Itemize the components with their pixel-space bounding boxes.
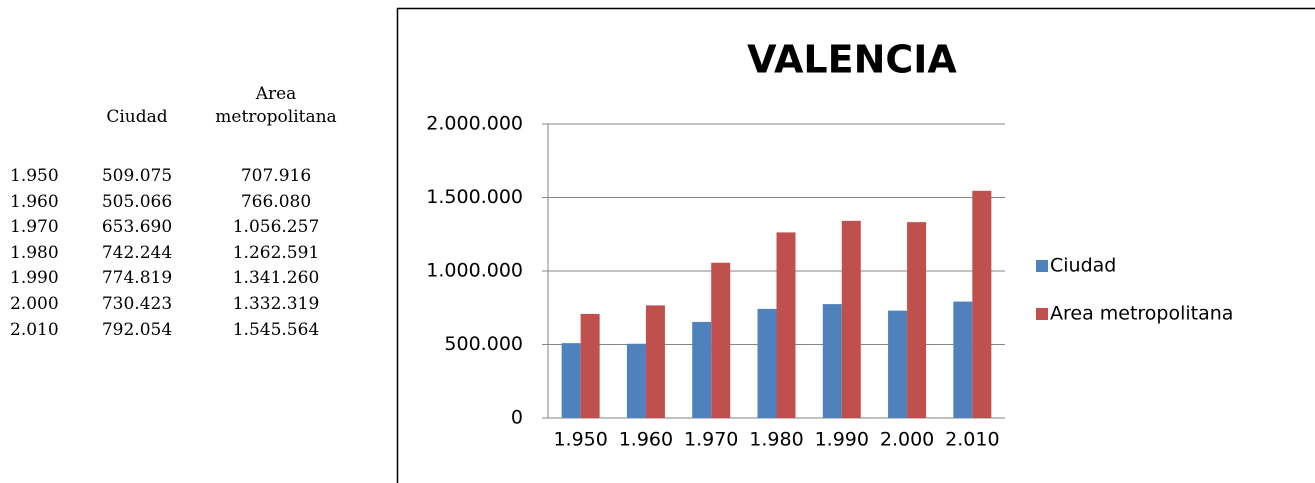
- row-label: 1.960: [10, 191, 59, 212]
- bar: [953, 301, 973, 418]
- bar: [822, 304, 842, 418]
- bar: [711, 262, 731, 418]
- legend-label: Ciudad: [1050, 255, 1116, 277]
- bar: [972, 190, 992, 418]
- table-cell: 707.916: [240, 166, 312, 186]
- bar: [580, 313, 600, 418]
- legend-swatch: [1036, 308, 1048, 320]
- x-tick-label: 1.970: [684, 429, 738, 451]
- bar: [757, 308, 777, 418]
- x-tick-label: 2.000: [880, 429, 934, 451]
- table-cell: 742.244: [101, 242, 173, 263]
- y-tick-label: 500.000: [444, 333, 523, 355]
- row-label: 1.990: [10, 268, 59, 289]
- table-cell: 1.056.257: [232, 217, 320, 238]
- x-tick-label: 1.950: [553, 429, 607, 451]
- table-cell: 792.054: [101, 319, 173, 340]
- bar: [841, 220, 861, 418]
- legend-label: Area metropolitana: [1050, 303, 1233, 325]
- x-tick-label: 1.960: [619, 429, 673, 451]
- row-label: 2.010: [10, 319, 59, 340]
- table-cell: 774.819: [101, 268, 173, 289]
- legend-swatch: [1036, 260, 1048, 272]
- y-tick-label: 1.000.000: [426, 260, 523, 282]
- table-cell: 1.341.260: [232, 268, 320, 289]
- row-label: 2.000: [10, 294, 59, 314]
- table-cell: 730.423: [101, 294, 173, 314]
- table-cell: 1.262.591: [232, 242, 320, 263]
- chart-title: VALENCIA: [747, 38, 957, 82]
- table-cell: 766.080: [240, 191, 312, 212]
- y-tick-label: 0: [511, 407, 523, 429]
- bar: [907, 222, 927, 418]
- table-cell: 1.545.564: [232, 319, 320, 340]
- x-tick-label: 2.010: [945, 429, 999, 451]
- x-tick-label: 1.990: [815, 429, 869, 451]
- bar: [561, 343, 581, 418]
- bar: [776, 232, 796, 418]
- bar: [888, 310, 908, 418]
- row-label: 1.980: [10, 242, 59, 263]
- row-label: 1.950: [10, 166, 59, 186]
- table-cell: 1.332.319: [232, 294, 320, 314]
- column-header: Area metropolitana: [215, 84, 337, 127]
- y-tick-label: 2.000.000: [426, 113, 523, 135]
- column-header: Ciudad: [106, 107, 168, 127]
- bar: [692, 321, 712, 418]
- table-cell: 653.690: [101, 217, 173, 238]
- bar: [626, 343, 646, 418]
- y-tick-label: 1.500.000: [426, 186, 523, 208]
- table-cell: 505.066: [101, 191, 173, 212]
- x-tick-label: 1.980: [749, 429, 803, 451]
- bar: [645, 305, 665, 418]
- table-cell: 509.075: [101, 166, 173, 186]
- row-label: 1.970: [10, 217, 59, 238]
